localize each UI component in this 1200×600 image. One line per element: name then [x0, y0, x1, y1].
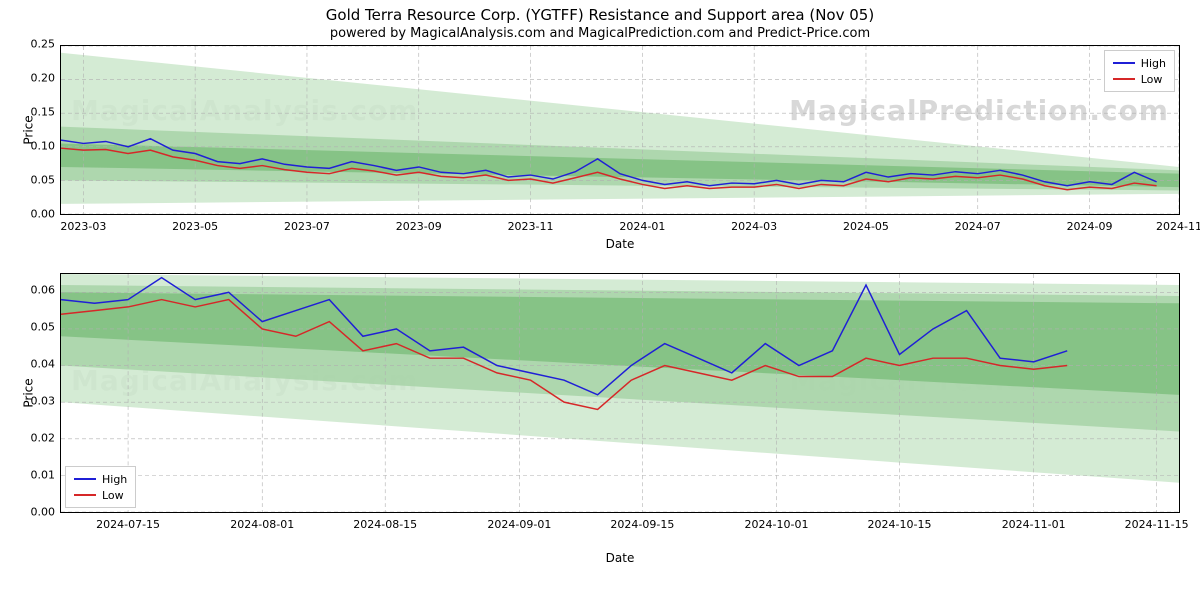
xtick-label: 2024-09-15 [610, 518, 674, 531]
top-chart: MagicalAnalysis.com MagicalPrediction.co… [60, 45, 1180, 255]
legend-row-low: Low [1113, 71, 1166, 87]
ytick-label: 0.00 [31, 506, 56, 519]
xtick-label: 2023-03 [60, 220, 106, 233]
ytick-label: 0.00 [31, 208, 56, 221]
xtick-label: 2024-11-01 [1002, 518, 1066, 531]
legend-line-high [1113, 62, 1135, 64]
top-legend: High Low [1104, 50, 1175, 92]
xtick-label: 2024-07 [955, 220, 1001, 233]
xtick-label: 2023-07 [284, 220, 330, 233]
bottom-xlabel: Date [606, 551, 635, 565]
xtick-label: 2024-10-01 [745, 518, 809, 531]
legend-line-high-b [74, 478, 96, 480]
ytick-label: 0.04 [31, 358, 56, 371]
bottom-ylabel: Price [22, 378, 36, 407]
xtick-label: 2024-09-01 [487, 518, 551, 531]
xtick-label: 2023-05 [172, 220, 218, 233]
legend-line-low-b [74, 494, 96, 496]
ytick-label: 0.02 [31, 432, 56, 445]
xtick-label: 2024-11-15 [1125, 518, 1189, 531]
chart-title: Gold Terra Resource Corp. (YGTFF) Resist… [0, 0, 1200, 24]
figure-container: Gold Terra Resource Corp. (YGTFF) Resist… [0, 0, 1200, 600]
bottom-plot-area: MagicalAnalysis.com MagicalPrediction.co… [60, 273, 1180, 513]
xtick-label: 2024-07-15 [96, 518, 160, 531]
legend-row-high: High [1113, 55, 1166, 71]
xtick-label: 2023-09 [396, 220, 442, 233]
top-chart-svg [61, 46, 1179, 214]
legend-label-low: Low [1141, 73, 1163, 86]
top-xlabel: Date [606, 237, 635, 251]
ytick-label: 0.06 [31, 284, 56, 297]
xtick-label: 2024-08-01 [230, 518, 294, 531]
xtick-label: 2024-05 [843, 220, 889, 233]
legend-row-high-b: High [74, 471, 127, 487]
xtick-label: 2024-09 [1067, 220, 1113, 233]
ytick-label: 0.25 [31, 38, 56, 51]
legend-line-low [1113, 78, 1135, 80]
xtick-label: 2024-08-15 [353, 518, 417, 531]
xtick-label: 2024-11 [1156, 220, 1200, 233]
ytick-label: 0.01 [31, 469, 56, 482]
legend-label-high-b: High [102, 473, 127, 486]
xtick-label: 2024-01 [619, 220, 665, 233]
ytick-label: 0.05 [31, 174, 56, 187]
ytick-label: 0.05 [31, 321, 56, 334]
ytick-label: 0.20 [31, 72, 56, 85]
bottom-legend: High Low [65, 466, 136, 508]
legend-label-low-b: Low [102, 489, 124, 502]
bottom-chart: MagicalAnalysis.com MagicalPrediction.co… [60, 273, 1180, 563]
xtick-label: 2024-03 [731, 220, 777, 233]
legend-label-high: High [1141, 57, 1166, 70]
legend-row-low-b: Low [74, 487, 127, 503]
top-ylabel: Price [22, 115, 36, 144]
xtick-label: 2024-10-15 [868, 518, 932, 531]
chart-subtitle: powered by MagicalAnalysis.com and Magic… [0, 24, 1200, 45]
xtick-label: 2023-11 [508, 220, 554, 233]
top-plot-area: MagicalAnalysis.com MagicalPrediction.co… [60, 45, 1180, 215]
bottom-chart-svg [61, 274, 1179, 512]
